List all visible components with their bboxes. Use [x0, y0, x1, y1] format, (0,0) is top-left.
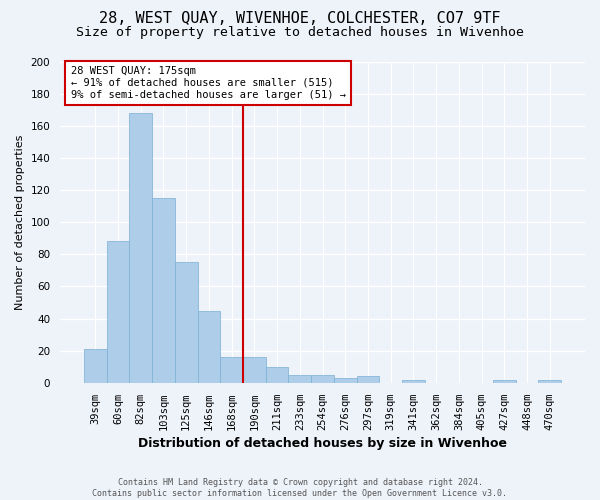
Bar [175, 262, 197, 383]
Text: Size of property relative to detached houses in Wivenhoe: Size of property relative to detached ho… [76, 26, 524, 39]
Text: Contains HM Land Registry data © Crown copyright and database right 2024.
Contai: Contains HM Land Registry data © Crown c… [92, 478, 508, 498]
Text: 28, WEST QUAY, WIVENHOE, COLCHESTER, CO7 9TF: 28, WEST QUAY, WIVENHOE, COLCHESTER, CO7… [99, 11, 501, 26]
Bar [220, 357, 243, 383]
Bar [402, 380, 425, 383]
Bar [356, 376, 379, 383]
Bar [152, 198, 175, 383]
Bar [538, 380, 561, 383]
Text: 28 WEST QUAY: 175sqm
← 91% of detached houses are smaller (515)
9% of semi-detac: 28 WEST QUAY: 175sqm ← 91% of detached h… [71, 66, 346, 100]
Bar [493, 380, 515, 383]
Y-axis label: Number of detached properties: Number of detached properties [15, 134, 25, 310]
Bar [197, 310, 220, 383]
Bar [130, 113, 152, 383]
Bar [243, 357, 266, 383]
Bar [334, 378, 356, 383]
Bar [311, 375, 334, 383]
Bar [107, 242, 130, 383]
Bar [289, 375, 311, 383]
Bar [84, 349, 107, 383]
X-axis label: Distribution of detached houses by size in Wivenhoe: Distribution of detached houses by size … [138, 437, 507, 450]
Bar [266, 367, 289, 383]
